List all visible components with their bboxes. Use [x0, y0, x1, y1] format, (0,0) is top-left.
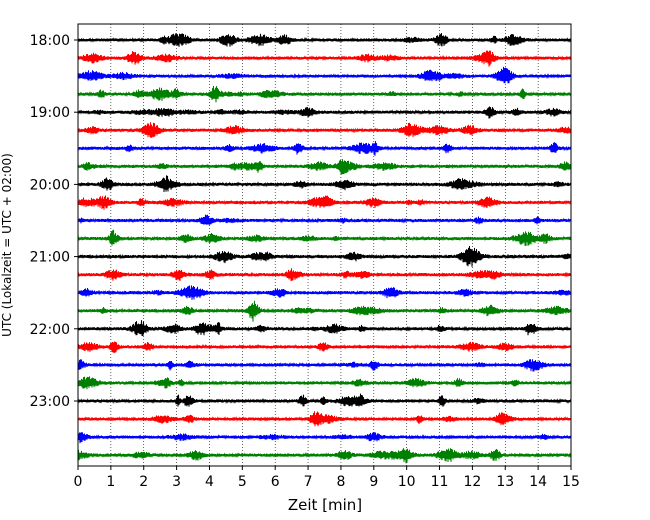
- seismic-trace-2015: [77, 195, 572, 210]
- y-tick-label-2000: 20:00: [30, 177, 70, 193]
- x-tick-label-9: 9: [369, 474, 378, 490]
- x-tick-label-6: 6: [271, 474, 280, 490]
- seismic-trace-2330: [77, 432, 572, 444]
- plot-frame: [77, 23, 572, 467]
- seismic-trace-2245: [77, 376, 572, 390]
- x-axis-label: Zeit [min]: [288, 496, 362, 514]
- seismic-trace-1945: [77, 159, 572, 175]
- x-tick-label-2: 2: [139, 474, 148, 490]
- x-tick-label-14: 14: [529, 474, 547, 490]
- seismic-trace-1800: [77, 32, 572, 47]
- x-tick-label-10: 10: [398, 474, 416, 490]
- seismic-trace-2130: [77, 285, 572, 300]
- y-axis-label: UTC (Lokalzeit = UTC + 02:00): [0, 153, 14, 337]
- x-tick-label-15: 15: [562, 474, 580, 490]
- seismic-trace-1915: [77, 122, 572, 139]
- x-tick-label-13: 13: [496, 474, 514, 490]
- seismic-trace-1930: [77, 141, 572, 156]
- x-tick-label-0: 0: [74, 474, 83, 490]
- seismic-trace-2145: [77, 300, 572, 322]
- y-tick-label-2100: 21:00: [30, 250, 70, 266]
- seismic-trace-2045: [77, 229, 572, 246]
- seismic-trace-2200: [77, 320, 572, 337]
- y-tick-label-2300: 23:00: [30, 394, 70, 410]
- tick-layer: 0 1 2 3 4 5 6 7 8 9 10 11 12 13 14 1518:0019:0020:0021:…: [30, 33, 580, 490]
- x-tick-label-12: 12: [463, 474, 481, 490]
- seismic-trace-1830: [77, 66, 572, 84]
- x-tick-label-8: 8: [336, 474, 345, 490]
- trace-layer: [77, 32, 572, 464]
- seismic-trace-1815: [77, 50, 572, 67]
- x-tick-label-3: 3: [172, 474, 181, 490]
- x-tick-label-11: 11: [431, 474, 449, 490]
- seismic-trace-1900: [77, 106, 572, 119]
- seismic-trace-2100: [77, 246, 572, 267]
- seismic-trace-2300: [77, 393, 572, 407]
- x-tick-label-5: 5: [238, 474, 247, 490]
- x-tick-label-7: 7: [304, 474, 313, 490]
- seismic-trace-2000: [77, 175, 572, 192]
- seismic-trace-2215: [77, 341, 572, 354]
- seismic-trace-2115: [77, 268, 572, 282]
- x-tick-label-4: 4: [205, 474, 214, 490]
- x-tick-label-1: 1: [106, 474, 115, 490]
- seismic-trace-2230: [77, 359, 572, 372]
- y-tick-label-1800: 18:00: [30, 33, 70, 49]
- seismic-trace-2345: [77, 448, 572, 464]
- seismic-trace-2030: [77, 214, 572, 226]
- y-tick-label-2200: 22:00: [30, 322, 70, 338]
- y-tick-label-1900: 19:00: [30, 105, 70, 121]
- seismic-trace-1845: [77, 86, 572, 103]
- seismic-trace-2315: [77, 411, 572, 427]
